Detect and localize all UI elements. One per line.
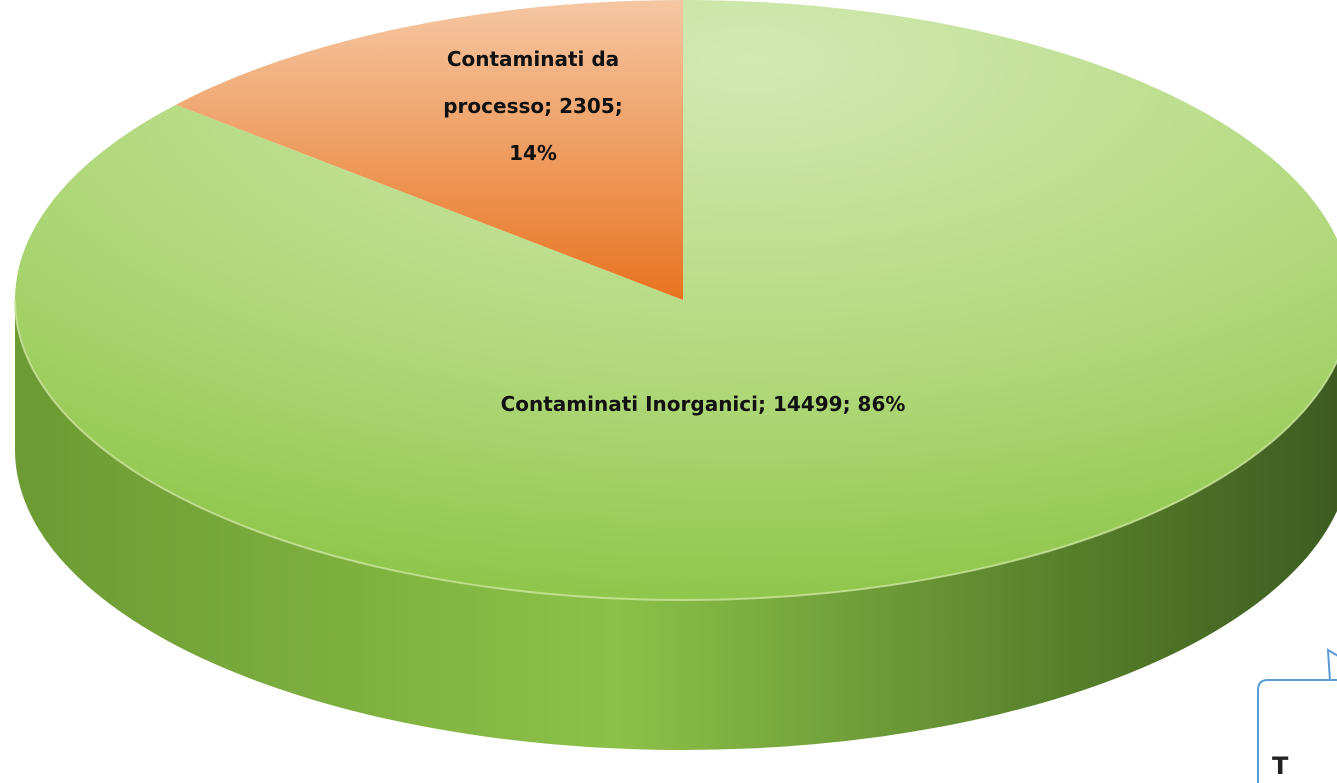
- data-label: Contaminati Inorganici; 14499; 86%: [493, 383, 913, 425]
- label-percent: 14%: [509, 141, 557, 165]
- label-separator: ;: [614, 94, 623, 118]
- data-label: Contaminati da processo; 2305; 14%: [423, 36, 643, 177]
- pie-slice: [15, 0, 1337, 600]
- label-name: Contaminati Inorganici: [500, 392, 758, 416]
- pie-slice: [175, 0, 683, 300]
- label-percent: 86%: [857, 392, 906, 416]
- label-separator: ;: [842, 392, 851, 416]
- label-separator: ;: [758, 392, 766, 416]
- label-value: 14499: [772, 392, 843, 416]
- label-name: Contaminati da processo: [443, 47, 620, 118]
- pie-rim: [14, 299, 1337, 601]
- label-value: 2305: [559, 94, 615, 118]
- label-separator: ;: [544, 94, 553, 118]
- callout: [1257, 648, 1337, 783]
- annotation: T: [1272, 752, 1289, 780]
- pie-side: [15, 300, 1337, 750]
